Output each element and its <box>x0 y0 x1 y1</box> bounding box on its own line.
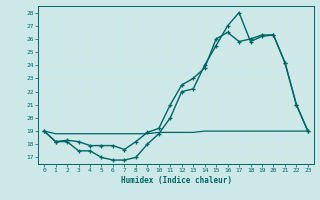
X-axis label: Humidex (Indice chaleur): Humidex (Indice chaleur) <box>121 176 231 185</box>
